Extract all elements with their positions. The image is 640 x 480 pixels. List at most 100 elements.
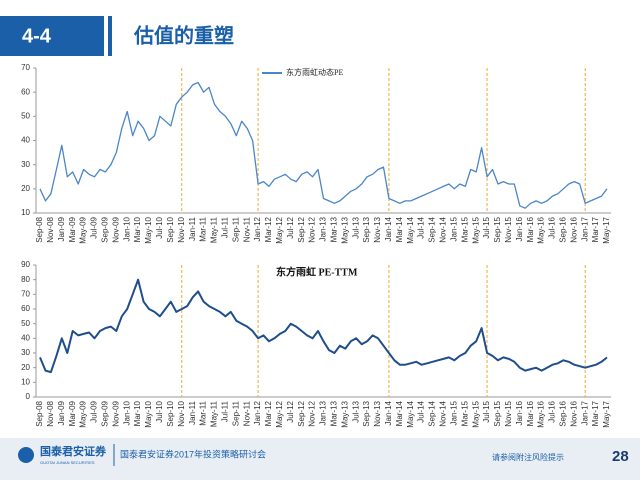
x-tick-label: Sep-11 <box>231 400 240 426</box>
x-tick-label: May-10 <box>144 216 153 243</box>
x-tick-label: Jul-13 <box>351 400 360 422</box>
x-tick-label: May-14 <box>406 400 415 427</box>
x-tick-label: Sep-09 <box>101 216 110 242</box>
y-tick-label: 70 <box>21 289 30 298</box>
x-tick-label: Sep-15 <box>493 400 502 426</box>
x-tick-label: Jan-09 <box>57 216 66 241</box>
x-tick-label: Jul-13 <box>351 216 360 238</box>
logo-icon <box>18 447 34 463</box>
y-tick-label: 30 <box>21 160 30 169</box>
x-tick-label: May-12 <box>275 216 284 243</box>
x-tick-label: Jan-16 <box>515 216 524 241</box>
x-tick-label: Mar-15 <box>460 400 469 426</box>
x-tick-label: Jul-14 <box>417 400 426 422</box>
slide-title: 估值的重塑 <box>133 23 234 47</box>
x-tick-label: Nov-12 <box>308 400 317 426</box>
x-tick-label: May-12 <box>275 400 284 427</box>
x-tick-label: May-11 <box>210 216 219 243</box>
x-tick-label: Nov-15 <box>504 400 513 426</box>
x-tick-label: Jan-17 <box>580 400 589 425</box>
line-series <box>39 81 608 209</box>
chart-title: 东方雨虹 PE-TTM <box>276 265 358 278</box>
x-tick-label: Sep-11 <box>231 216 240 242</box>
x-tick-label: May-10 <box>144 400 153 427</box>
separator <box>108 16 112 56</box>
x-tick-label: Nov-10 <box>177 400 186 426</box>
x-tick-label: Jan-17 <box>580 216 589 241</box>
x-tick-label: May-13 <box>340 400 349 427</box>
x-tick-label: Mar-10 <box>133 216 142 242</box>
x-tick-label: Sep-12 <box>297 216 306 242</box>
x-tick-label: May-11 <box>210 400 219 427</box>
x-tick-label: Sep-08 <box>35 216 44 242</box>
x-tick-label: Jan-12 <box>253 400 262 425</box>
x-tick-label: Nov-13 <box>373 400 382 426</box>
y-tick-label: 70 <box>21 63 30 72</box>
x-tick-label: Sep-14 <box>428 216 437 242</box>
y-tick-label: 40 <box>21 136 30 145</box>
x-tick-label: Sep-12 <box>297 400 306 426</box>
x-tick-label: Jul-14 <box>417 216 426 238</box>
x-tick-label: Mar-13 <box>330 400 339 426</box>
x-tick-label: Sep-13 <box>362 400 371 426</box>
x-tick-label: Nov-11 <box>242 216 251 242</box>
y-tick-label: 40 <box>21 333 30 342</box>
x-tick-label: Mar-16 <box>526 400 535 426</box>
x-tick-label: Sep-16 <box>558 216 567 242</box>
x-tick-label: Jan-09 <box>57 400 66 425</box>
x-tick-label: Mar-09 <box>68 216 77 242</box>
x-tick-label: Mar-12 <box>264 400 273 426</box>
x-tick-label: May-15 <box>471 400 480 427</box>
x-tick-label: May-17 <box>602 216 611 243</box>
x-tick-label: Jan-12 <box>253 216 262 241</box>
logo-text: 国泰君安证券 <box>40 444 107 458</box>
y-tick-label: 90 <box>21 260 30 269</box>
x-tick-label: Jan-14 <box>384 400 393 425</box>
x-tick-label: Jul-11 <box>220 400 229 422</box>
y-tick-label: 10 <box>21 208 30 217</box>
x-tick-label: Nov-08 <box>46 400 55 426</box>
logo-en: GUOTAI JUNAN SECURITIES <box>40 460 95 465</box>
x-tick-label: Nov-11 <box>242 400 251 426</box>
x-tick-label: Jul-10 <box>155 216 164 238</box>
x-tick-label: May-17 <box>602 400 611 427</box>
x-tick-label: Sep-09 <box>101 400 110 426</box>
x-tick-label: Sep-15 <box>493 216 502 242</box>
x-tick-label: Nov-09 <box>111 400 120 426</box>
x-tick-label: Jan-13 <box>319 216 328 241</box>
x-tick-label: Jan-15 <box>449 400 458 425</box>
x-tick-label: Nov-16 <box>569 400 578 426</box>
y-tick-label: 20 <box>21 184 30 193</box>
x-tick-label: Sep-08 <box>35 400 44 426</box>
y-tick-label: 30 <box>21 348 30 357</box>
y-tick-label: 60 <box>21 87 30 96</box>
footer-event: 国泰君安证券2017年投资策略研讨会 <box>120 448 266 459</box>
x-tick-label: Mar-17 <box>591 216 600 242</box>
x-tick-label: Sep-16 <box>558 400 567 426</box>
x-tick-label: Jan-10 <box>122 400 131 425</box>
x-tick-label: Mar-14 <box>395 216 404 242</box>
y-tick-label: 10 <box>21 377 30 386</box>
line-series <box>39 278 608 374</box>
x-tick-label: Jan-10 <box>122 216 131 241</box>
x-tick-label: Mar-10 <box>133 400 142 426</box>
x-tick-label: Jan-16 <box>515 400 524 425</box>
x-tick-label: Jan-11 <box>188 216 197 240</box>
x-tick-label: Sep-10 <box>166 400 175 426</box>
x-tick-label: Nov-10 <box>177 216 186 242</box>
x-tick-label: May-16 <box>537 400 546 427</box>
x-tick-label: Mar-11 <box>199 400 208 425</box>
x-tick-label: Mar-12 <box>264 216 273 242</box>
x-tick-label: Mar-11 <box>199 216 208 241</box>
footer-band <box>0 438 640 480</box>
y-tick-label: 50 <box>21 111 30 120</box>
x-tick-label: Jul-16 <box>548 400 557 422</box>
x-tick-label: Jul-12 <box>286 400 295 422</box>
section-number: 4-4 <box>22 25 52 47</box>
x-tick-label: May-14 <box>406 216 415 243</box>
x-tick-label: Sep-13 <box>362 216 371 242</box>
y-tick-label: 50 <box>21 319 30 328</box>
